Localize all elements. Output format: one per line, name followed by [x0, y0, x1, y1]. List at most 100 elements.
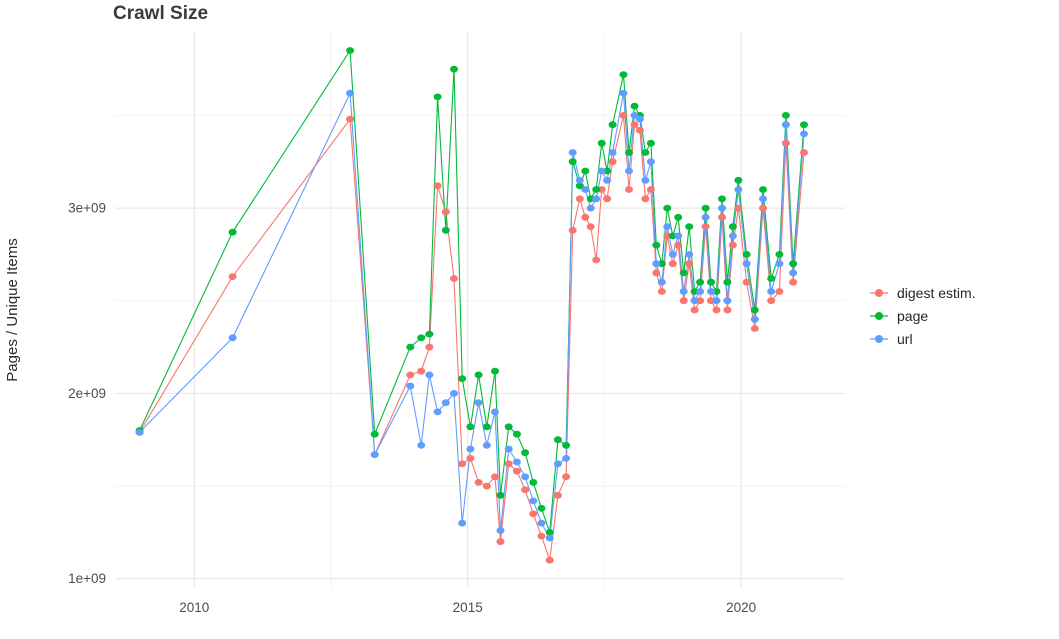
data-point-digest-estim- — [491, 473, 499, 481]
data-point-digest-estim- — [433, 182, 442, 190]
data-point-url — [635, 115, 644, 123]
data-point-url — [657, 278, 666, 286]
data-point-page — [491, 367, 499, 375]
data-point-digest-estim- — [592, 256, 601, 264]
legend-key-url-icon — [870, 335, 888, 343]
data-point-url — [406, 382, 415, 390]
data-point-page — [458, 375, 467, 382]
data-point-page — [781, 112, 790, 119]
legend-label-digest: digest estim. — [897, 285, 976, 301]
data-point-page — [474, 371, 483, 379]
data-point-url — [482, 441, 491, 449]
data-point-url — [491, 408, 499, 416]
legend-key-page-icon — [870, 312, 888, 320]
data-point-page — [608, 121, 617, 129]
data-point-digest-estim- — [641, 195, 650, 203]
data-point-url — [781, 121, 790, 129]
data-point-url — [521, 473, 530, 481]
legend: digest estim. page url — [868, 284, 976, 348]
data-point-digest-estim- — [718, 213, 726, 221]
axis-tick-labels: 1e+09 2e+09 3e+09 2010 2015 2020 — [68, 201, 756, 615]
legend-item-page: page — [868, 307, 976, 325]
data-point-digest-estim- — [679, 297, 688, 305]
data-point-url — [568, 149, 577, 156]
y-tick-label: 2e+09 — [68, 386, 106, 401]
data-point-url — [562, 454, 571, 462]
data-point-url — [474, 399, 483, 407]
data-point-digest-estim- — [597, 186, 606, 193]
data-point-url — [641, 176, 650, 184]
data-point-url — [718, 204, 726, 212]
legend-key-digest-icon — [870, 289, 888, 297]
data-point-page — [568, 158, 577, 166]
data-point-digest-estim- — [568, 226, 577, 234]
data-point-url — [767, 288, 776, 295]
data-point-page — [504, 423, 513, 431]
data-point-url — [458, 519, 467, 527]
chart-title: Crawl Size — [113, 3, 208, 24]
data-point-digest-estim- — [417, 367, 426, 375]
data-point-digest-estim- — [781, 139, 790, 147]
data-point-url — [135, 428, 144, 436]
data-point-url — [712, 297, 721, 305]
data-point-page — [619, 71, 628, 78]
data-point-page — [512, 430, 521, 438]
data-point-page — [652, 241, 661, 249]
data-point-digest-estim- — [228, 273, 237, 280]
data-point-page — [734, 176, 743, 184]
y-tick-label: 1e+09 — [68, 571, 106, 586]
data-point-url — [742, 260, 751, 268]
data-point-page — [718, 195, 726, 203]
data-point-url — [228, 334, 237, 342]
data-point-page — [562, 441, 571, 449]
data-point-url — [646, 158, 655, 166]
data-point-page — [370, 430, 379, 438]
data-point-url — [592, 195, 601, 203]
data-point-page — [646, 139, 655, 147]
data-point-digest-estim- — [504, 460, 513, 468]
data-point-digest-estim- — [466, 454, 475, 462]
data-point-digest-estim- — [775, 288, 784, 295]
data-point-page — [767, 275, 776, 282]
data-point-page — [482, 423, 491, 431]
data-point-url — [417, 441, 426, 449]
data-point-digest-estim- — [625, 186, 633, 193]
data-point-page — [750, 306, 759, 314]
legend-label-page: page — [897, 308, 929, 324]
data-point-url — [625, 167, 633, 175]
data-point-url — [789, 269, 798, 277]
data-point-digest-estim- — [529, 510, 538, 518]
data-point-url — [734, 186, 743, 193]
data-point-url — [800, 130, 808, 138]
x-tick-label: 2015 — [453, 600, 483, 615]
data-point-digest-estim- — [663, 232, 672, 240]
data-point-page — [586, 195, 595, 203]
data-point-url — [496, 527, 505, 534]
data-point-digest-estim- — [450, 275, 458, 282]
data-point-page — [657, 260, 666, 268]
data-point-digest-estim- — [728, 241, 737, 249]
data-point-digest-estim- — [685, 260, 694, 268]
data-point-url — [759, 195, 767, 203]
data-point-url — [723, 297, 732, 305]
data-point-page — [696, 278, 705, 286]
data-point-page — [674, 213, 683, 221]
data-point-digest-estim- — [441, 208, 450, 216]
data-point-digest-estim- — [690, 306, 699, 314]
data-point-digest-estim- — [652, 269, 661, 277]
data-point-url — [608, 149, 617, 156]
y-tick-label: 3e+09 — [68, 201, 106, 216]
data-point-url — [728, 232, 737, 240]
data-point-url — [504, 445, 513, 453]
data-point-url — [696, 288, 705, 295]
data-point-url — [433, 408, 442, 416]
data-point-page — [417, 334, 426, 342]
data-point-digest-estim- — [646, 186, 655, 193]
data-point-digest-estim- — [619, 112, 628, 119]
legend-label-url: url — [897, 331, 913, 347]
data-point-digest-estim- — [789, 278, 798, 286]
gridlines — [115, 32, 845, 588]
data-point-url — [663, 223, 672, 231]
data-point-digest-estim- — [496, 538, 505, 546]
data-point-url — [581, 186, 590, 193]
